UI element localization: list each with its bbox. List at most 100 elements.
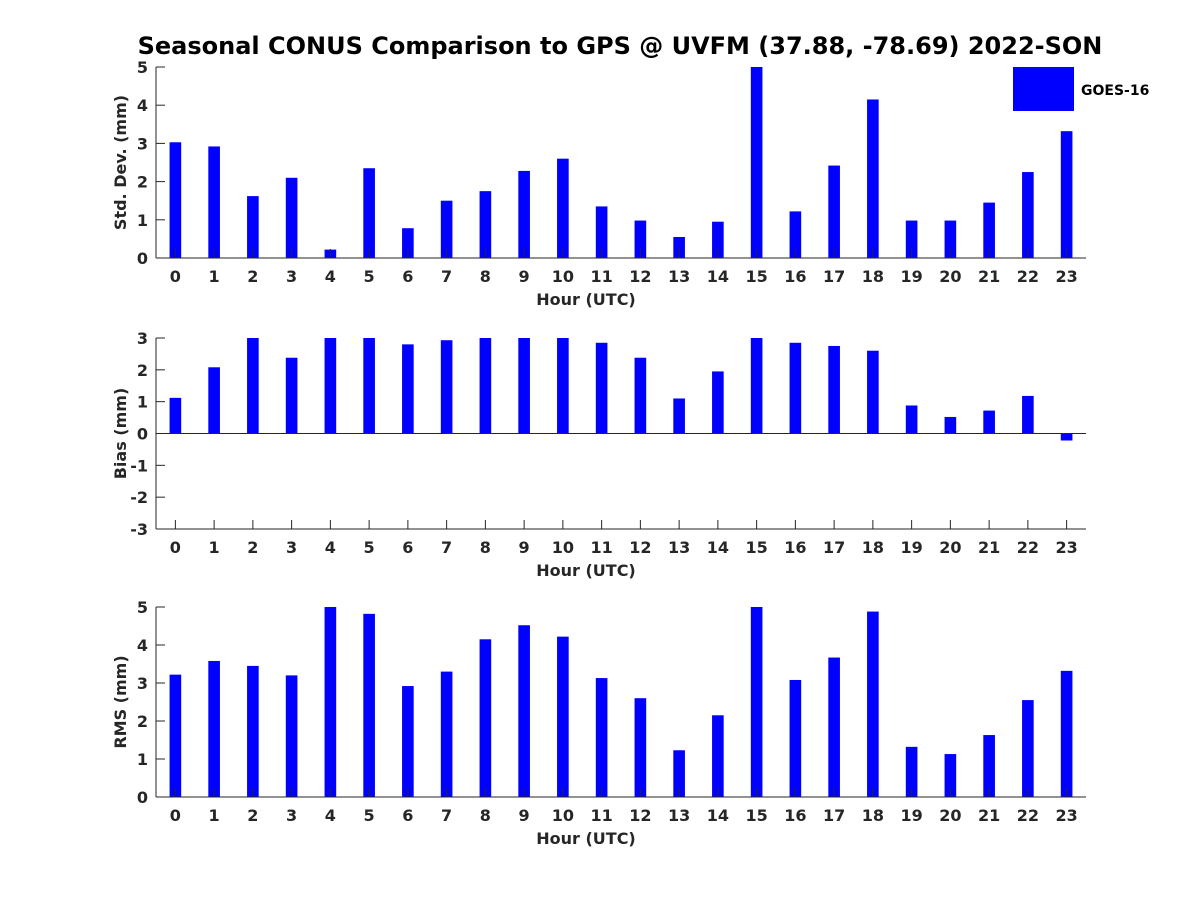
legend: GOES-16 <box>1013 67 1149 111</box>
bar-rms-hour-22 <box>1022 700 1034 797</box>
x-tick-label-rms-14: 14 <box>707 806 729 825</box>
bar-bias-hour-8 <box>479 338 492 434</box>
bar-rms-hour-18 <box>867 611 879 797</box>
bar-std-dev-hour-8 <box>479 191 492 258</box>
y-tick-label-std-dev-1: 1 <box>137 211 148 230</box>
bar-rms-hour-6 <box>402 686 414 797</box>
y-tick-label-bias-0: 0 <box>137 425 148 444</box>
bar-std-dev-hour-15 <box>750 67 763 258</box>
x-tick-label-bias-1: 1 <box>209 538 220 557</box>
x-tick-label-std-dev-5: 5 <box>364 267 375 286</box>
bar-std-dev-hour-16 <box>789 211 802 258</box>
x-tick-label-std-dev-20: 20 <box>939 267 961 286</box>
x-axis-label-rms: Hour (UTC) <box>536 829 636 848</box>
x-axis-label-std-dev: Hour (UTC) <box>536 290 636 309</box>
bar-bias-hour-22 <box>1022 395 1034 434</box>
x-tick-label-rms-6: 6 <box>402 806 413 825</box>
plots-group: 0 1 2 3 4 5 6 7 8 9 10 11 12 13 14 15 16 17 18 19 20 21 22 2301… <box>111 58 1086 848</box>
x-tick-label-rms-22: 22 <box>1017 806 1039 825</box>
legend-swatch-goes-16 <box>1013 67 1074 111</box>
chart-title: Seasonal CONUS Comparison to GPS @ UVFM … <box>138 32 1103 60</box>
bar-rms-hour-17 <box>828 657 840 797</box>
y-tick-label-std-dev-3: 3 <box>137 134 148 153</box>
bar-bias-hour-5 <box>363 338 375 434</box>
x-tick-label-rms-15: 15 <box>745 806 767 825</box>
x-tick-label-bias-23: 23 <box>1055 538 1077 557</box>
x-tick-label-rms-9: 9 <box>519 806 530 825</box>
x-tick-label-std-dev-22: 22 <box>1017 267 1039 286</box>
x-tick-label-bias-14: 14 <box>707 538 729 557</box>
x-tick-label-bias-6: 6 <box>402 538 413 557</box>
x-tick-label-bias-13: 13 <box>668 538 690 557</box>
bar-std-dev-hour-12 <box>634 220 647 258</box>
x-tick-label-bias-5: 5 <box>364 538 375 557</box>
x-tick-label-rms-23: 23 <box>1055 806 1077 825</box>
x-tick-label-bias-4: 4 <box>325 538 336 557</box>
y-tick-label-std-dev-5: 5 <box>137 58 148 77</box>
x-tick-label-std-dev-11: 11 <box>590 267 612 286</box>
bar-rms-hour-7 <box>440 671 453 797</box>
bar-std-dev-hour-3 <box>285 177 298 258</box>
y-tick-label-std-dev-2: 2 <box>137 173 148 192</box>
x-tick-label-rms-10: 10 <box>552 806 574 825</box>
bar-std-dev-hour-23 <box>1060 131 1073 258</box>
x-tick-label-rms-7: 7 <box>441 806 452 825</box>
bar-rms-hour-0 <box>169 674 182 797</box>
bar-std-dev-hour-7 <box>440 200 453 258</box>
y-tick-label-bias--2: -2 <box>130 488 148 507</box>
bar-bias-hour-19 <box>905 405 918 434</box>
x-tick-label-bias-10: 10 <box>552 538 574 557</box>
x-tick-label-rms-19: 19 <box>900 806 922 825</box>
x-tick-label-std-dev-7: 7 <box>441 267 452 286</box>
x-tick-label-bias-20: 20 <box>939 538 961 557</box>
x-tick-label-std-dev-1: 1 <box>209 267 220 286</box>
y-tick-label-rms-3: 3 <box>137 674 148 693</box>
y-tick-label-std-dev-4: 4 <box>137 96 148 115</box>
bar-rms-hour-2 <box>247 665 259 797</box>
x-tick-label-rms-20: 20 <box>939 806 961 825</box>
bar-bias-hour-0 <box>169 397 182 434</box>
x-tick-label-rms-21: 21 <box>978 806 1000 825</box>
y-tick-label-rms-1: 1 <box>137 750 148 769</box>
bar-std-dev-hour-1 <box>208 146 220 258</box>
bar-std-dev-hour-6 <box>402 228 414 258</box>
x-tick-label-std-dev-18: 18 <box>862 267 884 286</box>
bar-std-dev-hour-22 <box>1022 172 1034 258</box>
bar-bias-hour-2 <box>247 338 259 434</box>
y-tick-label-std-dev-0: 0 <box>137 249 148 268</box>
x-tick-label-std-dev-10: 10 <box>552 267 574 286</box>
bar-rms-hour-4 <box>324 607 337 797</box>
x-tick-label-std-dev-4: 4 <box>325 267 336 286</box>
bar-rms-hour-19 <box>905 746 918 797</box>
x-tick-label-rms-18: 18 <box>862 806 884 825</box>
bar-rms-hour-8 <box>479 639 492 797</box>
bar-std-dev-hour-11 <box>595 206 608 258</box>
x-tick-label-bias-0: 0 <box>170 538 181 557</box>
bar-bias-hour-9 <box>518 338 530 434</box>
x-tick-label-rms-0: 0 <box>170 806 181 825</box>
x-tick-label-bias-19: 19 <box>900 538 922 557</box>
x-tick-label-bias-2: 2 <box>247 538 258 557</box>
bar-rms-hour-21 <box>983 735 995 797</box>
bar-rms-hour-16 <box>789 679 802 797</box>
x-tick-label-std-dev-19: 19 <box>900 267 922 286</box>
x-tick-label-rms-5: 5 <box>364 806 375 825</box>
bar-rms-hour-15 <box>750 607 763 797</box>
bar-bias-hour-17 <box>828 345 840 434</box>
bar-bias-hour-3 <box>285 357 298 434</box>
bar-rms-hour-10 <box>557 636 569 797</box>
x-tick-label-std-dev-13: 13 <box>668 267 690 286</box>
x-tick-label-std-dev-0: 0 <box>170 267 181 286</box>
x-axis-label-bias: Hour (UTC) <box>536 561 636 580</box>
subplot-bias: 0 1 2 3 4 5 6 7 8 9 10 11 12 13 14 15 16 17 18 19 20 21 22 23-3… <box>111 329 1086 580</box>
bar-rms-hour-20 <box>944 754 957 797</box>
x-tick-label-std-dev-21: 21 <box>978 267 1000 286</box>
y-axis-label-bias: Bias (mm) <box>111 388 130 480</box>
bar-std-dev-hour-0 <box>169 142 182 258</box>
x-tick-label-bias-15: 15 <box>745 538 767 557</box>
x-tick-label-std-dev-2: 2 <box>247 267 258 286</box>
bar-std-dev-hour-2 <box>247 196 259 258</box>
x-tick-label-std-dev-23: 23 <box>1055 267 1077 286</box>
bar-bias-hour-10 <box>557 338 569 434</box>
bar-std-dev-hour-21 <box>983 202 995 258</box>
